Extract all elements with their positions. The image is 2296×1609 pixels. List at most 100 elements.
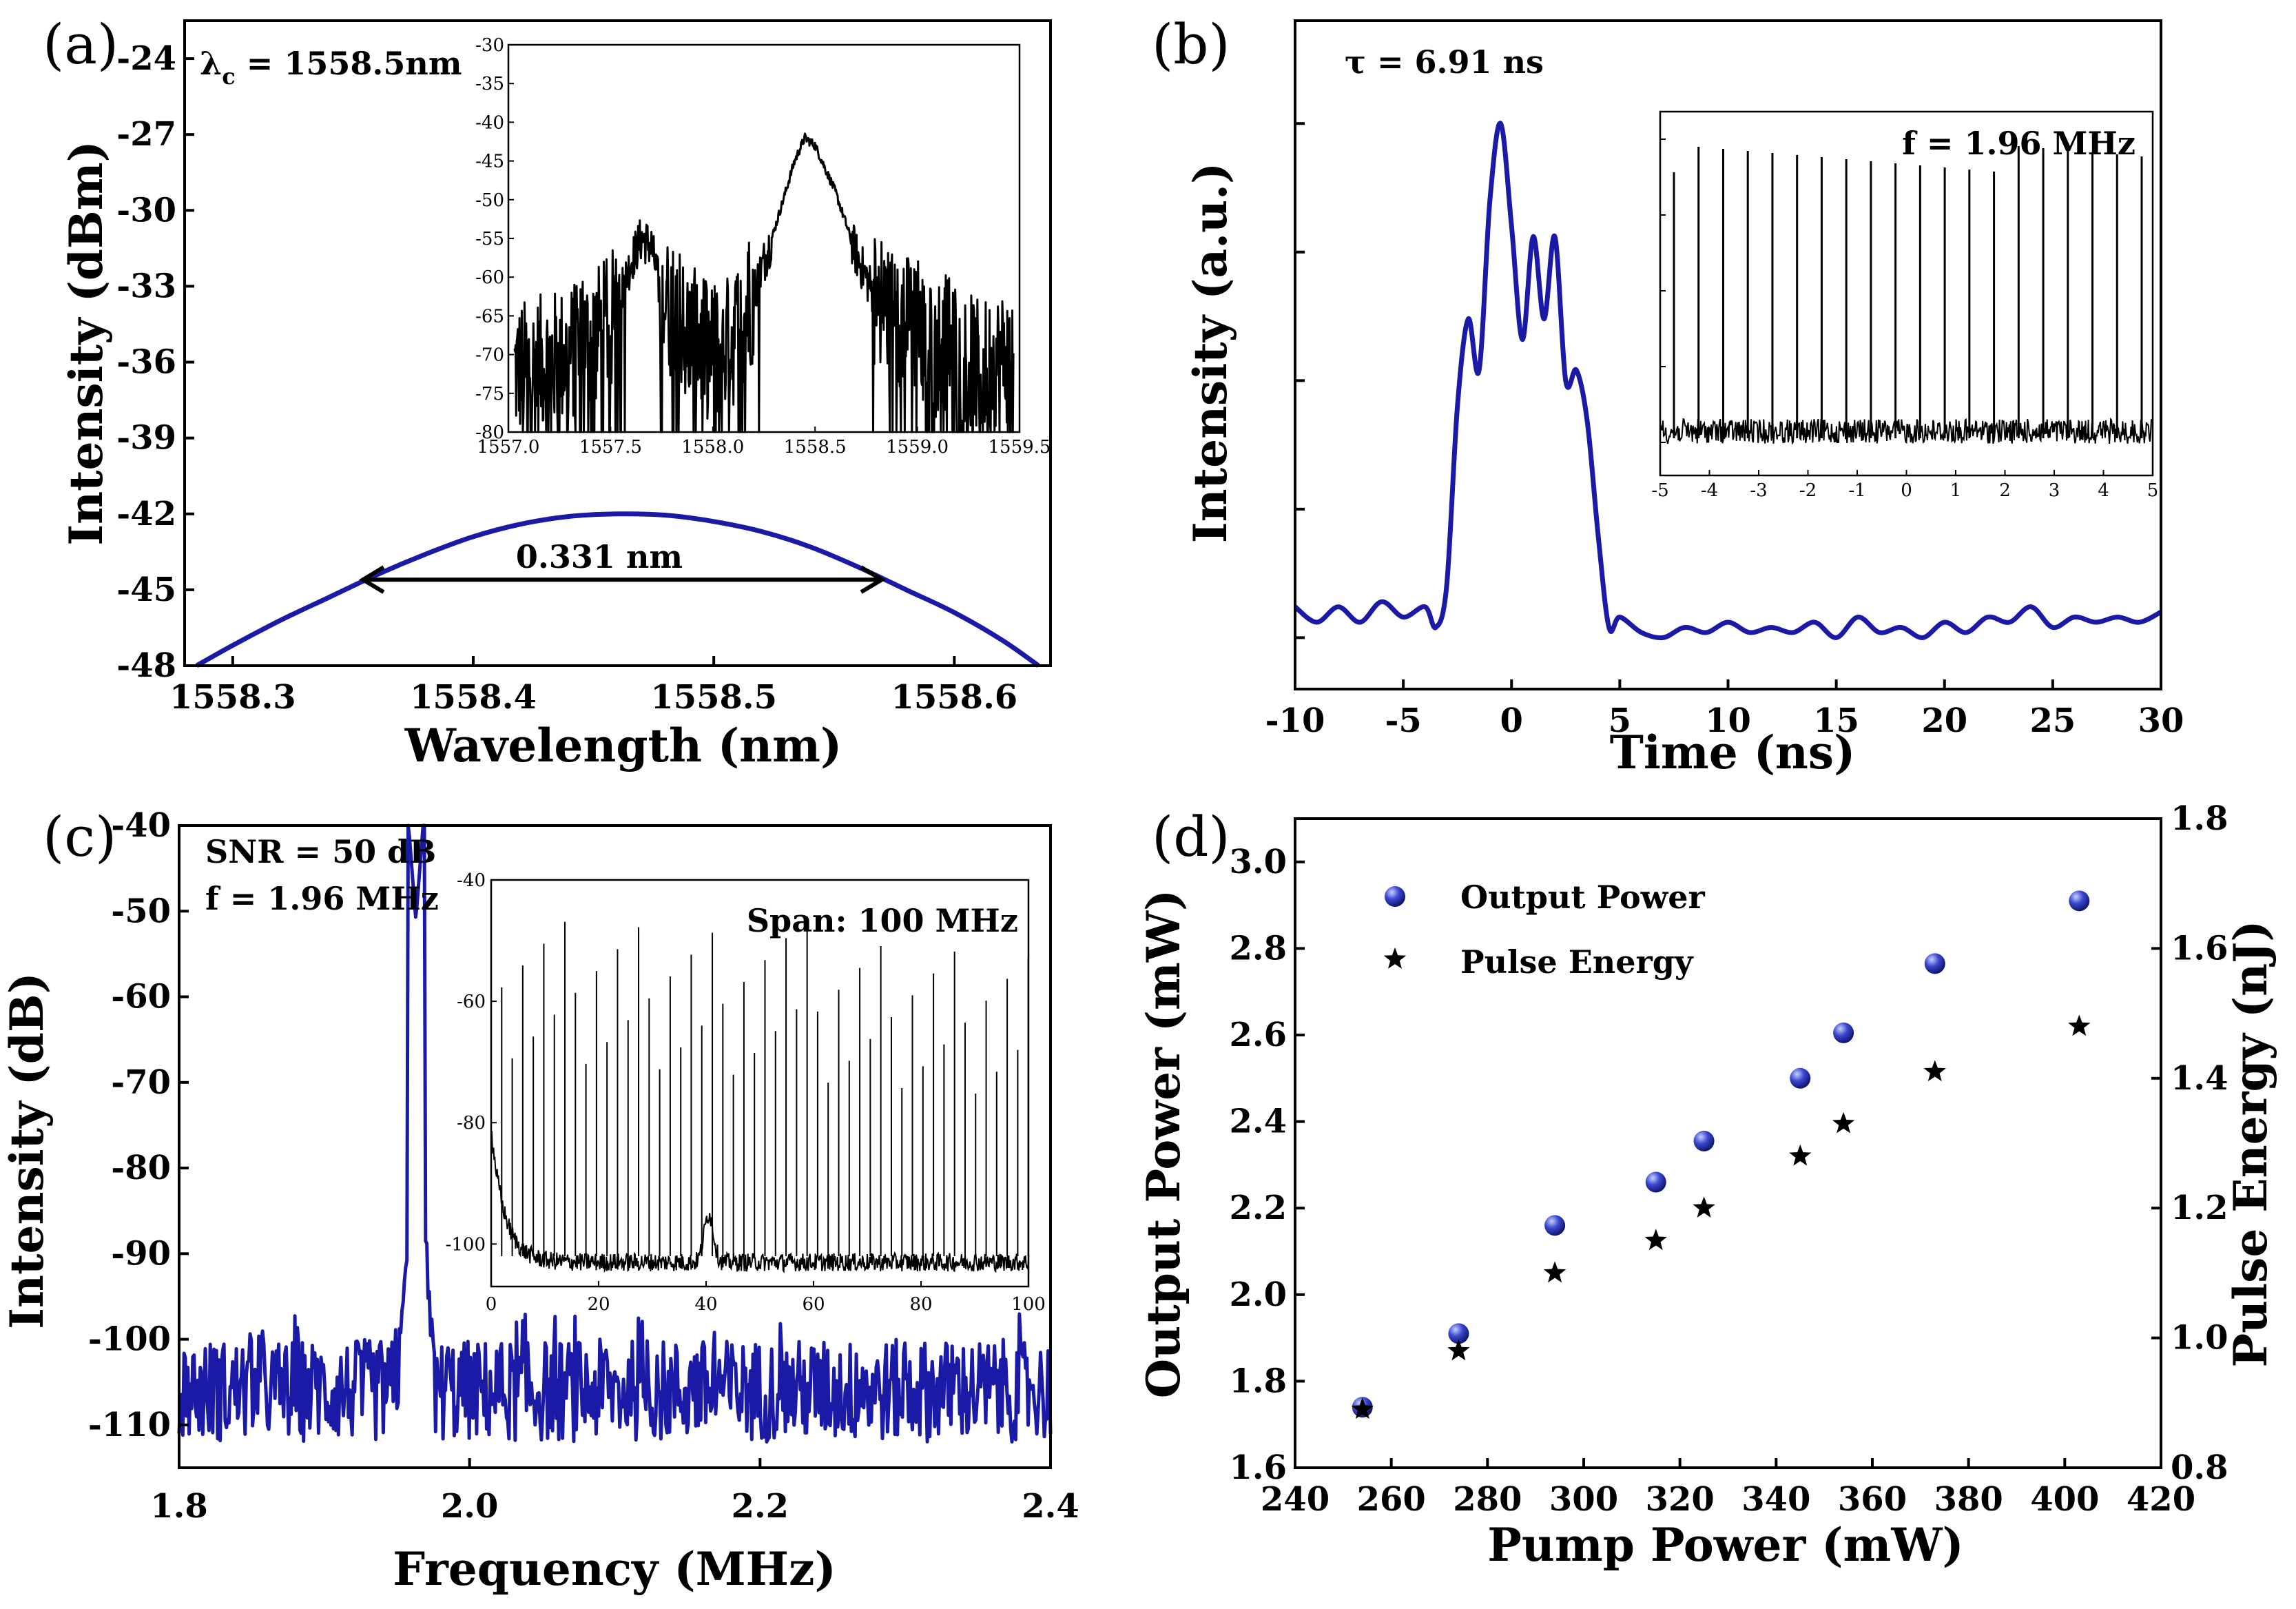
panel-c-inset-x-tick-label: 20	[587, 1294, 610, 1315]
panel-a-y-tick-label: -33	[116, 267, 176, 305]
panel-c-y-tick-label: -90	[111, 1234, 171, 1273]
panel-d-x-tick-label: 340	[1741, 1480, 1810, 1519]
pulse-energy-point	[1644, 1229, 1667, 1251]
panel-b-inset-x-tick-label: -1	[1848, 480, 1865, 501]
panel-c-ylabel: Intensity (dB)	[0, 972, 54, 1329]
panel-b-x-tick-label: 10	[1705, 701, 1751, 740]
panel-b-inset-x-tick-label: -4	[1701, 480, 1718, 501]
panel-a-inset-y-tick-label: -55	[475, 229, 504, 249]
pulse-energy-point	[1789, 1144, 1812, 1166]
panel-c-y-tick-label: -100	[88, 1320, 171, 1359]
output-power-point	[1544, 1215, 1566, 1236]
panel-d-frame	[1294, 817, 2162, 1469]
panel-a-x-tick-label: 1558.5	[650, 678, 777, 717]
panel-a-ylabel: Intensity (dBm)	[59, 141, 113, 546]
panel-c-y-tick-label: -40	[111, 806, 171, 845]
panel-c-inset-x-tick-label: 60	[802, 1294, 825, 1315]
fwhm-arrow-head-right	[860, 565, 886, 594]
legend-marker-pulse-energy	[1383, 947, 1407, 969]
panel-a-y-tick-label: -48	[116, 646, 176, 685]
output-power-point	[1693, 1130, 1715, 1151]
panel-c-x-tick-label: 2.0	[441, 1487, 499, 1526]
panel-a-inset-x-tick-label: 1559.0	[886, 437, 949, 458]
panel-d-x-tick-label: 400	[2030, 1480, 2099, 1519]
panel-b-x-tick-label: -5	[1385, 701, 1421, 740]
panel-a: (a) 1558.3 1558.4 1558.5 1558.6 -48 -45 -42 -39…	[43, 12, 1052, 772]
panel-c: (c) 1.8 2.0 2.2 2.4 -110 -100 -90 -80 -70 -60 -50 -…	[0, 805, 1079, 1596]
panel-b-inset-x-tick-label: -3	[1750, 480, 1767, 501]
panel-c-inset-x-tick-label: 80	[909, 1294, 932, 1315]
panel-a-inset-x-tick-label: 1558.0	[681, 437, 744, 458]
panel-d-y-tick-label: 1.8	[1229, 1362, 1287, 1400]
panel-a-y-tick-label: -45	[116, 571, 176, 609]
panel-b-inset-x-tick-label: 0	[1901, 480, 1912, 501]
panel-a-y-tick-label: -24	[116, 39, 176, 78]
panel-c-inset-y-tick-label: -60	[457, 992, 486, 1012]
panel-a-inset-y-tick-label: -60	[475, 267, 504, 288]
panel-d-ylabel: Output Power (mW)	[1137, 890, 1190, 1398]
legend-label-output-power: Output Power	[1460, 879, 1706, 916]
panel-a-inset-y-tick-label: -35	[475, 74, 504, 94]
panel-c-inset-y-tick-label: -80	[457, 1113, 486, 1134]
panel-a-inset-y-tick-label: -80	[475, 422, 504, 443]
panel-c-y-tick-label: -70	[111, 1063, 171, 1102]
panel-d-label: (d)	[1152, 805, 1230, 869]
panel-a-fwhm-label: 0.331 nm	[516, 538, 683, 575]
output-power-point	[1790, 1067, 1811, 1089]
panel-d-x-tick-label: 360	[1838, 1480, 1907, 1519]
panel-c-inset-x-tick-label: 40	[694, 1294, 717, 1315]
pulse-energy-point	[1832, 1111, 1855, 1134]
panel-a-inset-x-tick-label: 1557.0	[477, 437, 540, 458]
panel-c-series-rf	[177, 823, 1053, 1444]
panel-a-inset-x-tick-label: 1558.5	[784, 437, 847, 458]
panel-c-inset-floor	[490, 1130, 1029, 1274]
panel-d-x-tick-label: 320	[1646, 1480, 1715, 1519]
panel-b-inset-x-tick-label: -5	[1651, 480, 1668, 501]
pulse-energy-point	[1923, 1060, 1946, 1082]
panel-c-x-tick-label: 2.4	[1022, 1487, 1079, 1526]
panel-a-label: (a)	[43, 12, 118, 76]
fwhm-arrow-head-left	[359, 565, 385, 594]
output-power-point	[1645, 1171, 1666, 1193]
panel-c-frame	[178, 824, 1052, 1469]
panel-d-y-tick-label: 3.0	[1229, 843, 1287, 881]
panel-d-y-tick-label: 2.0	[1229, 1275, 1287, 1314]
panel-a-y-tick-label: -36	[116, 343, 176, 382]
panel-d-y-tick-label: 2.4	[1229, 1103, 1287, 1141]
panel-b-x-tick-label: 20	[1921, 701, 1967, 740]
panel-d-y2-tick-label: 1.2	[2171, 1189, 2228, 1227]
panel-b-x-tick-label: 15	[1813, 701, 1859, 740]
panel-d-y2-tick-label: 1.8	[2171, 799, 2228, 838]
panel-a-inset-y-tick-label: -70	[475, 345, 504, 366]
panel-d-y-tick-label: 2.6	[1229, 1016, 1287, 1054]
panel-a-fwhm-arrow	[359, 565, 886, 594]
panel-a-inset-y-tick-label: -30	[475, 35, 504, 56]
panel-b-x-tick-label: 25	[2029, 701, 2076, 740]
panel-b-x-tick-label: -10	[1265, 701, 1325, 740]
panel-b-xlabel: Time (ns)	[1610, 726, 1856, 779]
panel-c-x-tick-label: 1.8	[150, 1487, 208, 1526]
panel-d-y-tick-label: 2.8	[1229, 929, 1287, 967]
panel-b-label: (b)	[1152, 12, 1230, 76]
panel-a-inset-y-tick-label: -75	[475, 384, 504, 404]
panel-d-y2-tick-label: 1.0	[2171, 1319, 2228, 1357]
output-power-point	[2069, 890, 2090, 912]
panel-b-inset-x-tick-label: 4	[2098, 480, 2109, 501]
panel-d: (d) 240 260 280 300 320 340 360 380 400 420 1.6 1.8…	[1137, 799, 2277, 1572]
panel-c-y-tick-label: -110	[88, 1406, 171, 1444]
panel-a-x-tick-label: 1558.4	[410, 678, 537, 717]
panel-b-series-pulse	[1293, 121, 2162, 641]
panel-b-inset-x-tick-label: 5	[2147, 480, 2159, 501]
panel-d-x-tick-label: 420	[2127, 1480, 2195, 1519]
panel-c-freq: f = 1.96 MHz	[205, 880, 439, 917]
panel-b-x-tick-label: 5	[1609, 701, 1631, 740]
panel-c-x-tick-label: 2.2	[732, 1487, 789, 1526]
panel-a-inset-y-tick-label: -65	[475, 306, 504, 327]
panel-d-x-tick-label: 260	[1357, 1480, 1426, 1519]
panel-a-inset-x-tick-label: 1559.5	[989, 437, 1051, 458]
pulse-energy-point	[1693, 1196, 1715, 1218]
panel-a-inset-series	[513, 132, 1015, 433]
panel-a-inset-y-tick-label: -45	[475, 152, 504, 172]
panel-c-snr: SNR = 50 dB	[205, 833, 436, 870]
panel-d-y-tick-label: 1.6	[1229, 1448, 1287, 1487]
